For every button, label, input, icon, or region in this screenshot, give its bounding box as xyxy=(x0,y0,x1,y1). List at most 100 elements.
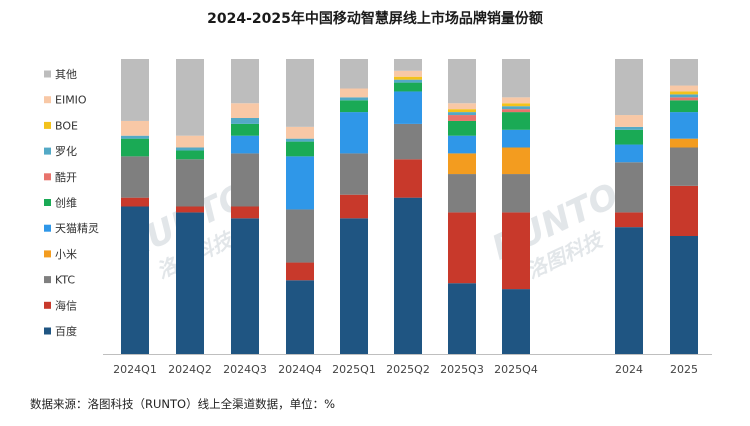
bar-segment xyxy=(340,100,368,113)
bar-segment xyxy=(231,206,259,219)
bar-segment xyxy=(340,153,368,195)
bar-segment xyxy=(448,109,476,113)
bar-segment xyxy=(121,120,149,136)
legend-swatch xyxy=(44,121,51,129)
bar-segment xyxy=(121,135,149,139)
legend-label: 百度 xyxy=(55,324,77,338)
bar-segment xyxy=(615,212,643,228)
bar-segment xyxy=(286,59,314,127)
bar-segment xyxy=(502,106,530,110)
bar-segment xyxy=(340,218,368,354)
legend-item: 创维 xyxy=(44,197,77,210)
bar-segment xyxy=(394,82,422,92)
bar-segment xyxy=(340,194,368,219)
bar-segment xyxy=(448,135,476,154)
legend-label: 罗化 xyxy=(55,144,77,158)
x-tick-label: 2024Q2 xyxy=(168,363,212,376)
legend-swatch xyxy=(44,70,51,78)
bar-segment xyxy=(231,103,259,118)
bar-segment xyxy=(670,85,698,92)
bar-segment xyxy=(670,236,698,354)
bar-segment xyxy=(394,123,422,160)
bar-segment xyxy=(448,174,476,213)
legend-swatch xyxy=(44,96,51,104)
legend-label: 天猫精灵 xyxy=(55,222,99,235)
x-tick-label: 2024Q1 xyxy=(113,363,157,376)
bar-segment xyxy=(502,97,530,104)
bar-segment xyxy=(231,135,259,154)
source-note: 数据来源：洛图科技（RUNTO）线上全渠道数据，单位：% xyxy=(30,397,336,411)
bar-segment xyxy=(176,135,204,148)
bar-segment xyxy=(394,91,422,124)
bar-segment xyxy=(176,159,204,207)
bar-segment xyxy=(231,153,259,207)
legend-item: 海信 xyxy=(44,298,77,312)
legend-swatch xyxy=(44,250,51,258)
bar-segment xyxy=(615,126,643,130)
x-tick-label: 2024 xyxy=(615,363,643,376)
bar-segment xyxy=(502,289,530,354)
bar-segment xyxy=(340,97,368,101)
x-tick-label: 2024Q4 xyxy=(278,363,322,376)
legend-item: BOE xyxy=(44,119,78,132)
legend-label: EIMIO xyxy=(55,94,87,107)
bar-segment xyxy=(448,115,476,121)
bar-segment xyxy=(615,129,643,145)
x-tick-label: 2025Q4 xyxy=(494,363,538,376)
bar-segment xyxy=(286,156,314,210)
bar-segment xyxy=(121,59,149,121)
bar-segment xyxy=(121,138,149,157)
legend-swatch xyxy=(44,173,51,181)
bar-segment xyxy=(176,150,204,160)
legend-label: 小米 xyxy=(55,248,77,261)
bar-segment xyxy=(448,153,476,175)
legend-item: 天猫精灵 xyxy=(44,222,99,235)
bar-segment xyxy=(615,115,643,127)
bar-segment xyxy=(670,100,698,113)
bar-segment xyxy=(502,103,530,107)
legend-swatch xyxy=(44,224,51,232)
bar-segment xyxy=(231,218,259,354)
legend-item: 酷开 xyxy=(44,171,77,184)
bar-segment xyxy=(121,206,149,354)
legend-swatch xyxy=(44,147,51,155)
x-tick-label: 2025 xyxy=(670,363,698,376)
legend-label: BOE xyxy=(55,119,78,132)
bar-segment xyxy=(448,283,476,354)
bar-segment xyxy=(670,138,698,148)
bar-segment xyxy=(670,185,698,236)
bar-segment xyxy=(502,59,530,98)
bar-segment xyxy=(670,91,698,95)
bar-segment xyxy=(670,94,698,98)
legend-label: 海信 xyxy=(55,298,77,312)
bar-segment xyxy=(615,144,643,163)
bar-segment xyxy=(502,129,530,148)
bar-segment xyxy=(394,59,422,71)
bar-segment xyxy=(394,197,422,354)
bar-segment xyxy=(448,212,476,284)
bar-segment xyxy=(448,103,476,110)
bar-segment xyxy=(394,70,422,77)
bar-segment xyxy=(448,120,476,136)
bar-segment xyxy=(448,112,476,116)
x-tick-label: 2025Q3 xyxy=(440,363,484,376)
bar-segment xyxy=(502,109,530,113)
legend-swatch xyxy=(44,301,51,309)
legend-item: EIMIO xyxy=(44,94,87,107)
legend-swatch xyxy=(44,327,51,335)
bar-segment xyxy=(615,227,643,354)
bar-segment xyxy=(286,209,314,263)
bar-segment xyxy=(286,126,314,139)
bar-segment xyxy=(176,206,204,213)
bar-segment xyxy=(502,212,530,290)
bar-segment xyxy=(340,112,368,154)
bar-segment xyxy=(176,147,204,151)
bar-segment xyxy=(502,174,530,213)
legend-swatch xyxy=(44,199,51,206)
legend-item: 小米 xyxy=(44,248,77,261)
bar-segment xyxy=(231,59,259,104)
legend-item: 其他 xyxy=(44,68,77,81)
bar-segment xyxy=(615,59,643,116)
bar-segment xyxy=(176,59,204,136)
